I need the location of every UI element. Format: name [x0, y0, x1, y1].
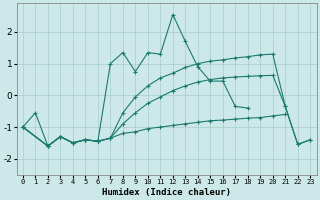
X-axis label: Humidex (Indice chaleur): Humidex (Indice chaleur)	[102, 188, 231, 197]
